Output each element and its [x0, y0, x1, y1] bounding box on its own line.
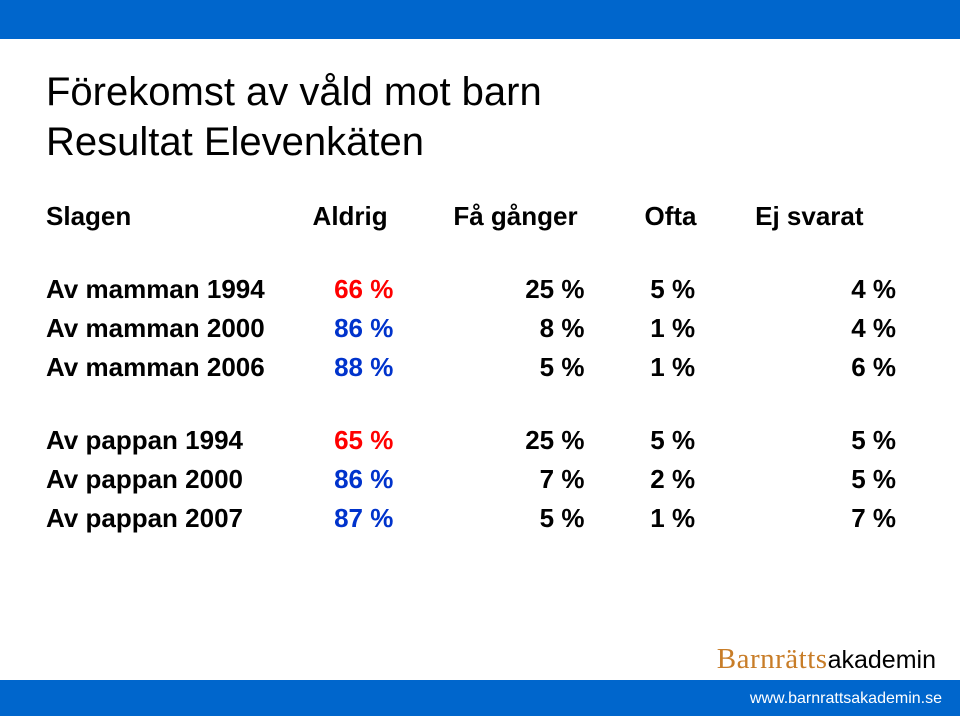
row-label: Av mamman 1994: [46, 270, 313, 309]
title-line-2: Resultat Elevenkäten: [46, 120, 424, 164]
cell: 6 %: [755, 348, 906, 387]
row-label: Av mamman 2000: [46, 309, 313, 348]
data-table: Slagen Aldrig Få gånger Ofta Ej svarat A…: [46, 197, 906, 538]
cell: 8 %: [453, 309, 644, 348]
top-bar: [0, 0, 960, 39]
cell: 5 %: [453, 499, 644, 538]
slide-content: Förekomst av våld mot barn Resultat Elev…: [0, 39, 960, 644]
table-header-row: Slagen Aldrig Få gånger Ofta Ej svarat: [46, 197, 906, 236]
cell: 7 %: [453, 460, 644, 499]
title-line-1: Förekomst av våld mot barn: [46, 70, 542, 114]
cell: 4 %: [755, 270, 906, 309]
brand-part-2: akademin: [828, 646, 936, 674]
spacer-row: [46, 236, 906, 270]
col-header: Ofta: [644, 197, 755, 236]
cell: 1 %: [644, 348, 755, 387]
cell: 4 %: [755, 309, 906, 348]
cell: 25 %: [453, 421, 644, 460]
row-label: Av pappan 1994: [46, 421, 313, 460]
row-label: Av pappan 2000: [46, 460, 313, 499]
page-title: Förekomst av våld mot barn Resultat Elev…: [46, 67, 914, 167]
cell: 5 %: [453, 348, 644, 387]
col-header: Få gånger: [453, 197, 644, 236]
cell: 5 %: [644, 421, 755, 460]
table-row: Av mamman 2006 88 % 5 % 1 % 6 %: [46, 348, 906, 387]
col-header: Ej svarat: [755, 197, 906, 236]
col-header: Aldrig: [313, 197, 454, 236]
cell: 5 %: [644, 270, 755, 309]
cell: 86 %: [313, 460, 454, 499]
row-label: Av mamman 2006: [46, 348, 313, 387]
cell: 1 %: [644, 309, 755, 348]
footer: Barnrättsakademin www.barnrattsakademin.…: [0, 644, 960, 716]
cell: 65 %: [313, 421, 454, 460]
cell: 2 %: [644, 460, 755, 499]
cell: 25 %: [453, 270, 644, 309]
cell: 66 %: [313, 270, 454, 309]
cell: 5 %: [755, 421, 906, 460]
footer-bar: www.barnrattsakademin.se: [0, 680, 960, 716]
spacer-row: [46, 387, 906, 421]
row-label: Av pappan 2007: [46, 499, 313, 538]
cell: 87 %: [313, 499, 454, 538]
table-row: Av pappan 1994 65 % 25 % 5 % 5 %: [46, 421, 906, 460]
brand-logo: Barnrättsakademin: [717, 643, 936, 676]
brand-part-1: Barnrätts: [717, 643, 828, 675]
table-row: Av mamman 2000 86 % 8 % 1 % 4 %: [46, 309, 906, 348]
cell: 88 %: [313, 348, 454, 387]
table-row: Av mamman 1994 66 % 25 % 5 % 4 %: [46, 270, 906, 309]
footer-url: www.barnrattsakademin.se: [750, 690, 942, 708]
cell: 7 %: [755, 499, 906, 538]
cell: 5 %: [755, 460, 906, 499]
table-row: Av pappan 2000 86 % 7 % 2 % 5 %: [46, 460, 906, 499]
cell: 86 %: [313, 309, 454, 348]
table-row: Av pappan 2007 87 % 5 % 1 % 7 %: [46, 499, 906, 538]
col-header: Slagen: [46, 197, 313, 236]
cell: 1 %: [644, 499, 755, 538]
